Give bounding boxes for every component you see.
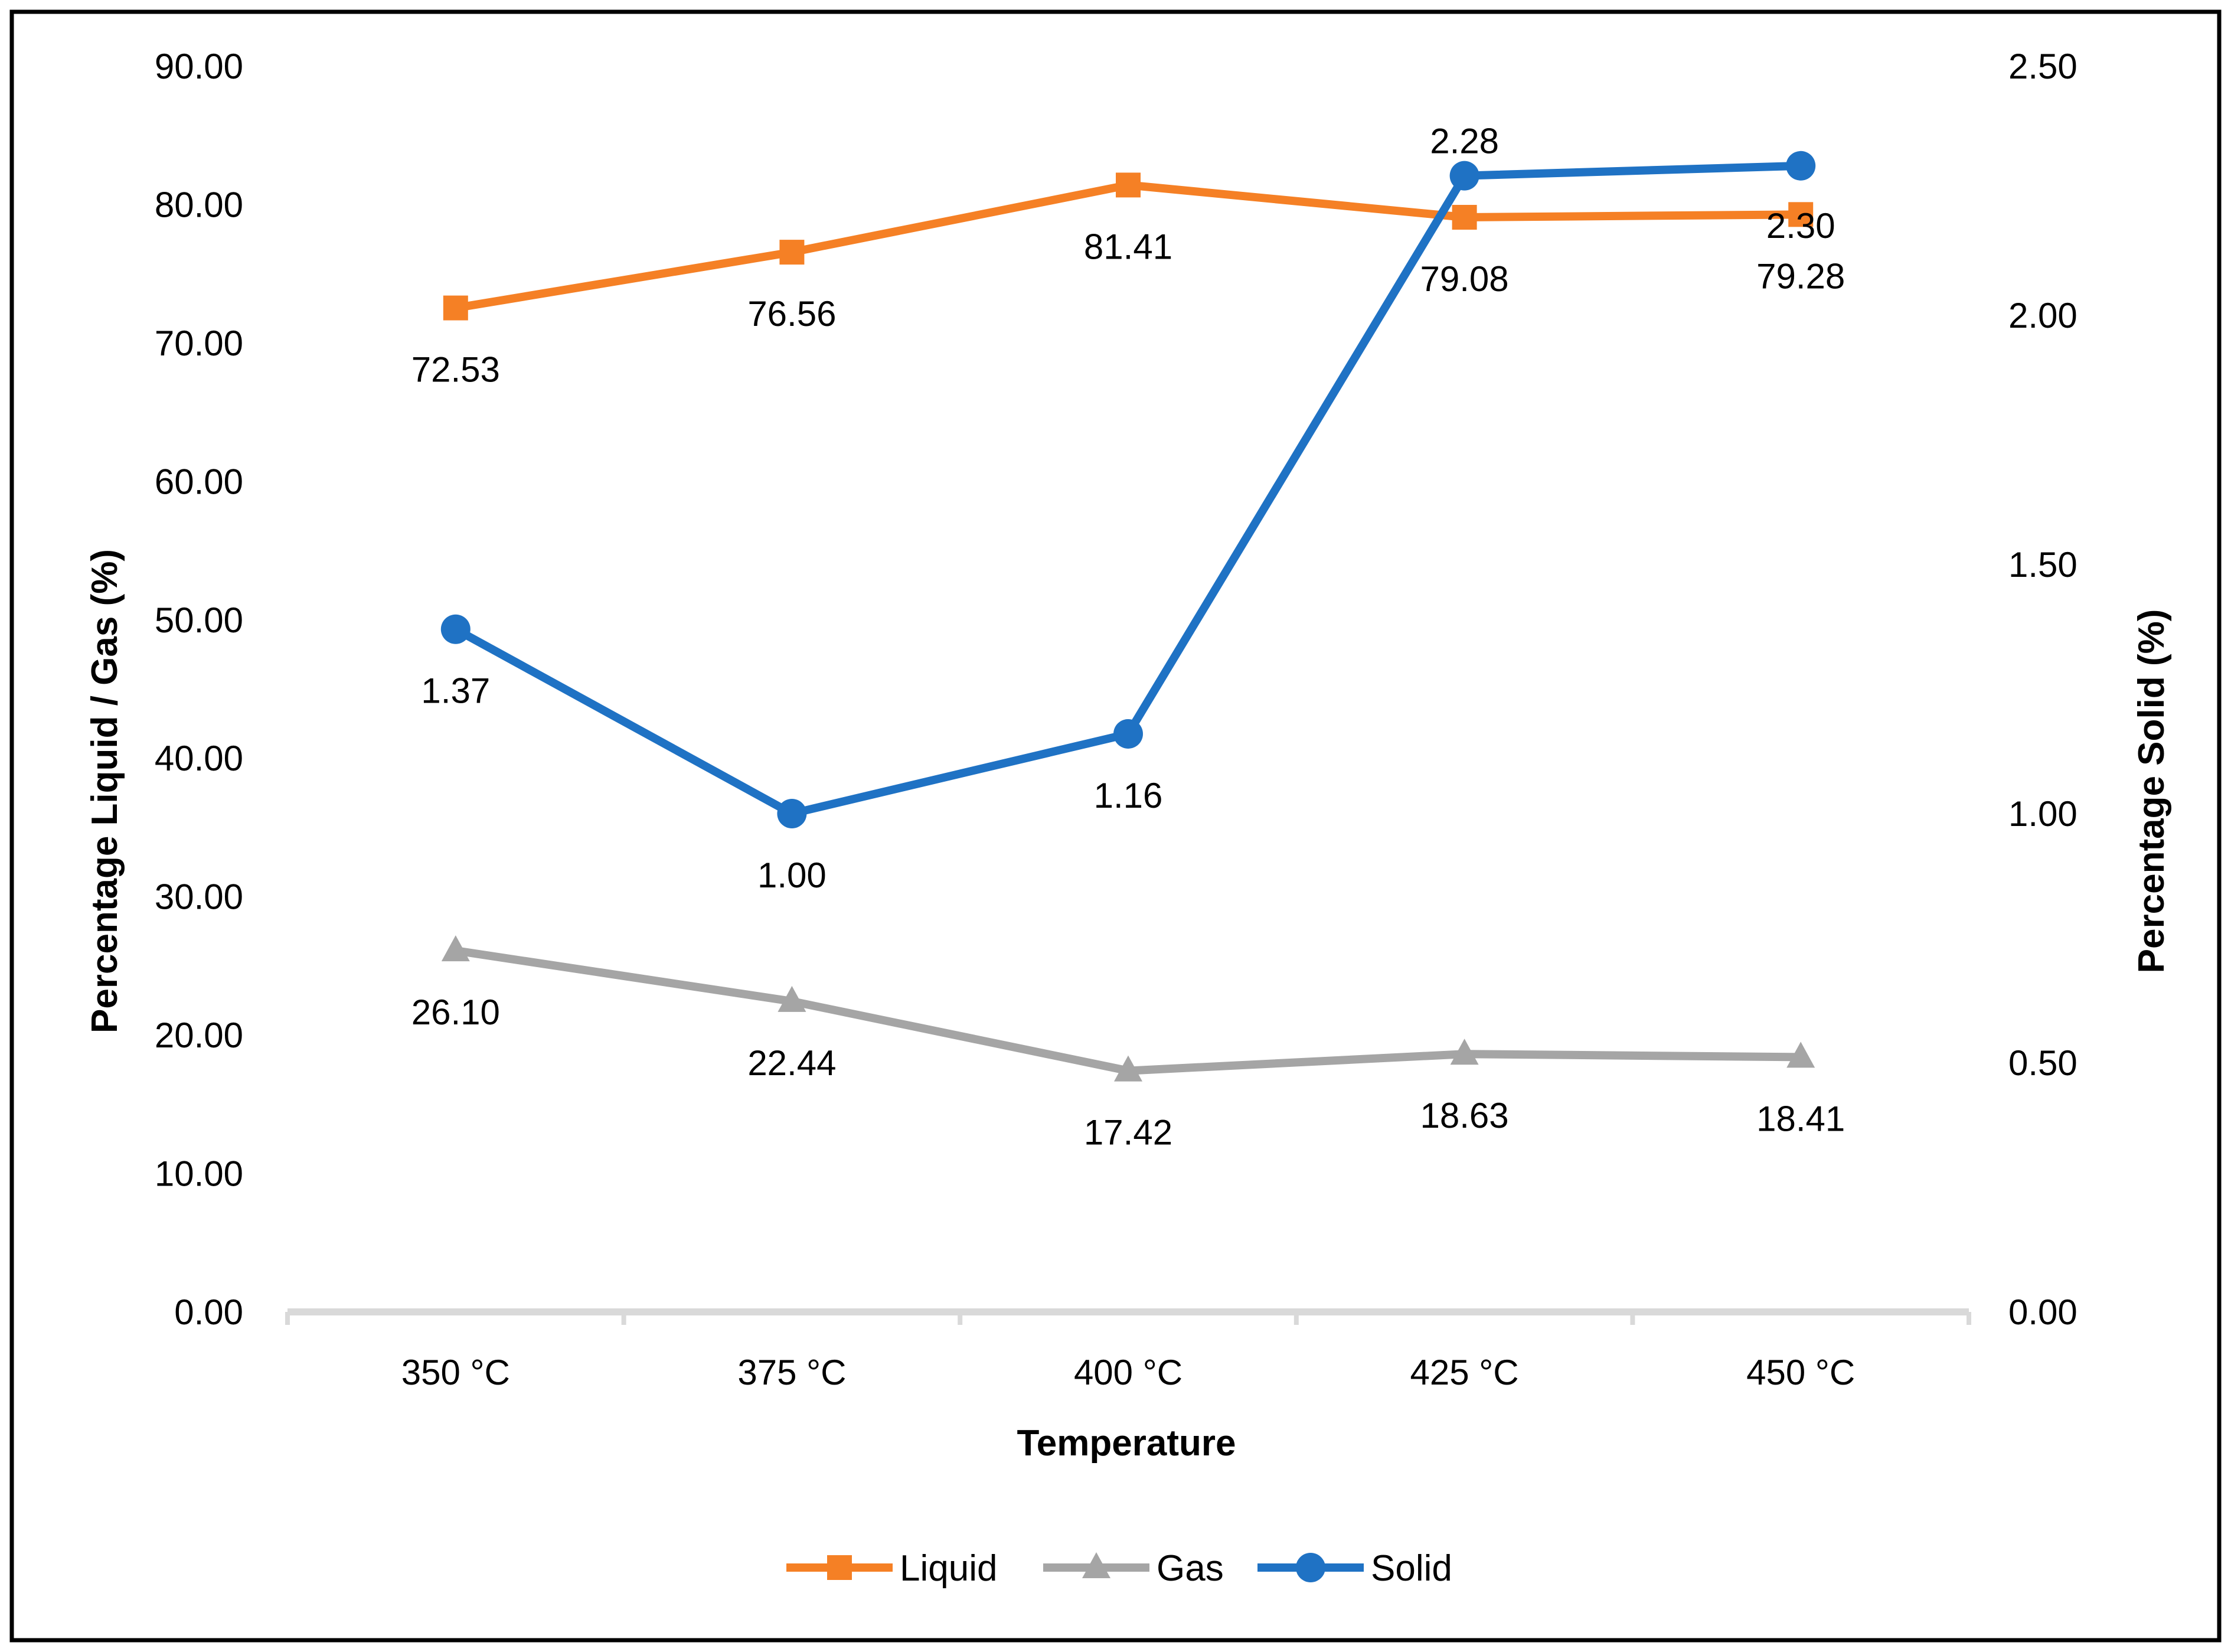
y-axis-right: 0.00 0.50 1.00 1.50 2.00 2.50	[2008, 47, 2078, 1332]
gas-data-label: 26.10	[411, 992, 500, 1032]
y-tick-label-right: 1.00	[2008, 794, 2078, 834]
x-axis-title: Temperature	[1017, 1423, 1236, 1464]
gas-legend-label: Gas	[1157, 1548, 1224, 1589]
solid-legend-label: Solid	[1371, 1548, 1452, 1589]
solid-data-label: 1.16	[1094, 776, 1163, 815]
y-tick-label-left: 40.00	[155, 739, 243, 778]
solid-data-label: 2.30	[1766, 206, 1835, 246]
liquid-data-label: 79.08	[1420, 259, 1509, 299]
gas-data-label: 22.44	[747, 1043, 836, 1083]
y-tick-label-right: 1.50	[2008, 545, 2078, 585]
y-axis-title-left: Percentage Liquid / Gas (%)	[84, 549, 125, 1033]
x-tick-label: 425 °C	[1410, 1353, 1519, 1392]
liquid-data-label: 76.56	[747, 294, 836, 334]
series-layer	[440, 151, 1816, 1082]
solid-legend-marker	[1296, 1553, 1325, 1582]
y-tick-label-right: 0.00	[2008, 1292, 2078, 1332]
y-tick-label-left: 70.00	[155, 324, 243, 363]
liquid-data-label: 79.28	[1756, 256, 1845, 296]
y-tick-label-right: 2.00	[2008, 296, 2078, 335]
liquid-point	[1452, 205, 1477, 230]
gas-data-label: 18.63	[1420, 1096, 1509, 1135]
liquid-data-label: 72.53	[411, 350, 500, 390]
chart-frame	[9, 9, 2222, 1643]
liquid-data-label: 81.41	[1084, 227, 1172, 266]
y-tick-label-right: 0.50	[2008, 1043, 2078, 1083]
liquid-point	[1788, 202, 1814, 227]
solid-data-label: 2.28	[1430, 122, 1499, 161]
y-tick-label-right: 2.50	[2008, 47, 2078, 86]
x-tick-label: 450 °C	[1746, 1353, 1855, 1392]
solid-point	[440, 614, 471, 644]
y-axis-title-right: Percentage Solid (%)	[2131, 609, 2172, 974]
liquid-point	[1116, 172, 1141, 198]
y-tick-label-left: 60.00	[155, 462, 243, 501]
gas-point	[1786, 1042, 1815, 1068]
solid-data-label: 1.37	[421, 671, 490, 711]
x-axis: 350 °C 375 °C 400 °C 425 °C 450 °C	[285, 1308, 1971, 1392]
liquid-point	[443, 295, 468, 321]
solid-point	[1786, 151, 1816, 181]
y-tick-label-left: 10.00	[155, 1154, 243, 1194]
y-tick-label-left: 20.00	[155, 1016, 243, 1055]
y-tick-label-left: 30.00	[155, 877, 243, 917]
solid-point	[1449, 161, 1479, 191]
y-tick-label-left: 0.00	[174, 1292, 243, 1332]
legend: Liquid Gas Solid	[786, 1548, 1452, 1589]
solid-data-label: 1.00	[757, 856, 827, 895]
gas-point	[1114, 1055, 1142, 1082]
x-tick-label: 400 °C	[1074, 1353, 1183, 1392]
y-tick-label-left: 50.00	[155, 600, 243, 640]
x-tick-label: 350 °C	[401, 1353, 510, 1392]
x-tick-label: 375 °C	[737, 1353, 846, 1392]
gas-point	[778, 985, 806, 1012]
solid-point	[1113, 719, 1143, 749]
gas-point	[1450, 1039, 1479, 1065]
liquid-legend-label: Liquid	[900, 1548, 997, 1589]
y-tick-label-left: 90.00	[155, 47, 243, 86]
liquid-point	[779, 240, 805, 265]
gas-legend-marker	[1082, 1552, 1110, 1578]
y-tick-label-left: 80.00	[155, 185, 243, 224]
gas-data-label: 17.42	[1084, 1113, 1172, 1153]
data-labels: 72.53 76.56 81.41 79.08 79.28 26.10 22.44 17.42…	[411, 122, 1845, 1153]
gas-data-label: 18.41	[1756, 1099, 1845, 1138]
gas-point	[441, 935, 470, 962]
solid-point	[777, 799, 807, 828]
y-axis-left: 0.00 10.00 20.00 30.00 40.00 50.00 60.00 70.00 8…	[155, 47, 243, 1332]
liquid-legend-marker	[827, 1555, 852, 1580]
